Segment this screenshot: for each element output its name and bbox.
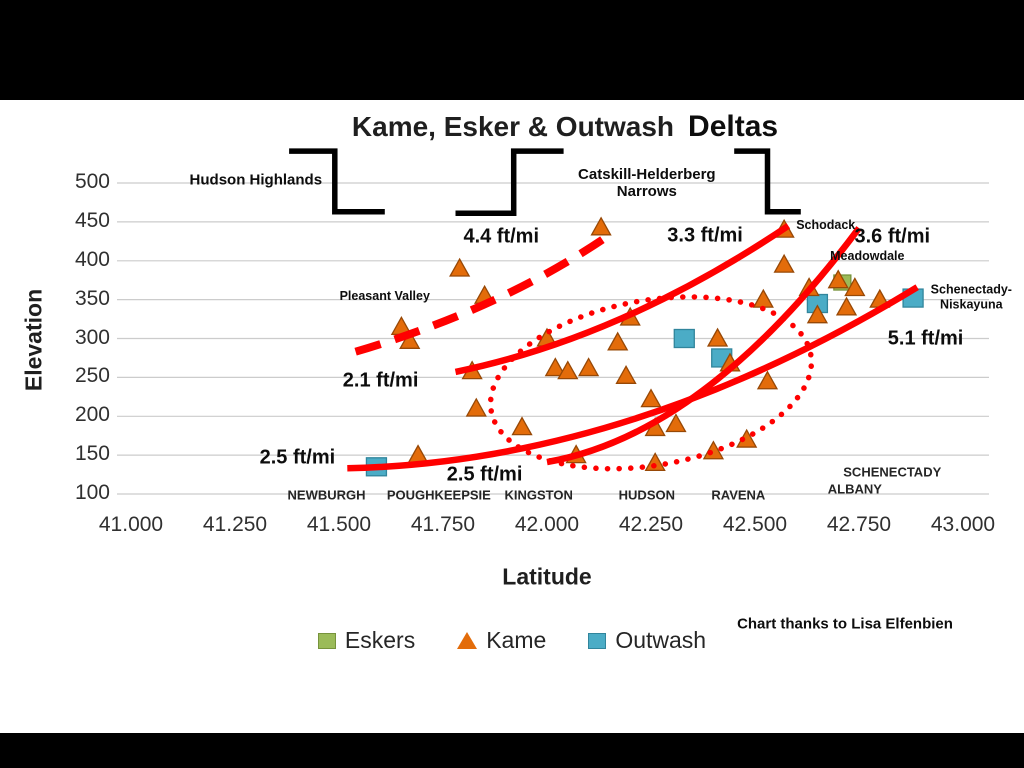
kame-point [465,397,487,417]
y-axis-title: Elevation [20,288,47,392]
letterbox-bottom [0,733,1024,768]
kame-point [756,370,779,390]
trend-line [354,228,616,356]
chart-legend: Eskers Kame Outwash [0,627,1024,654]
kame-point [511,416,533,436]
kame-point [835,296,858,316]
chart-title: Kame, Esker & Outwash Deltas [352,110,778,144]
region-bracket [289,148,385,215]
eskers-marker-icon [317,632,336,649]
kame-point [752,288,774,308]
kame-point [806,304,829,324]
kame-point [706,327,729,347]
kame-point [557,360,579,380]
kame-point [615,364,637,384]
legend-label: Eskers [344,627,416,653]
letterbox-top [0,0,1024,100]
legend-label: Kame [486,627,547,653]
kame-point [773,253,795,273]
kame-point [544,357,566,377]
outwash-point [673,328,695,349]
kame-point [449,257,471,277]
kame-marker-icon [457,632,478,649]
region-bracket [734,148,801,215]
legend-item-kame: Kame [457,627,546,654]
legend-label: Outwash [615,627,707,653]
trend-line [347,284,919,472]
kame-point [577,357,600,377]
kame-point [665,413,687,433]
legend-item-outwash: Outwash [588,627,706,654]
chart-title-main: Kame, Esker & Outwash [351,111,675,142]
kame-point [827,269,849,289]
outwash-marker-icon [588,632,607,649]
kame-point [640,388,662,408]
kame-point [407,444,429,464]
credit-text: Chart thanks to Lisa Elfenbien [737,615,953,633]
x-axis-title: Latitude [502,563,592,590]
kame-point [607,331,629,351]
kame-point [844,277,866,297]
kame-point [644,452,666,472]
trend-line [546,226,862,466]
region-bracket [455,148,564,217]
chart-title-added: Deltas [688,110,779,143]
trend-line [454,223,791,376]
highlight-ellipse [487,294,815,472]
legend-item-eskers: Eskers [317,627,416,654]
kame-point [590,216,612,236]
